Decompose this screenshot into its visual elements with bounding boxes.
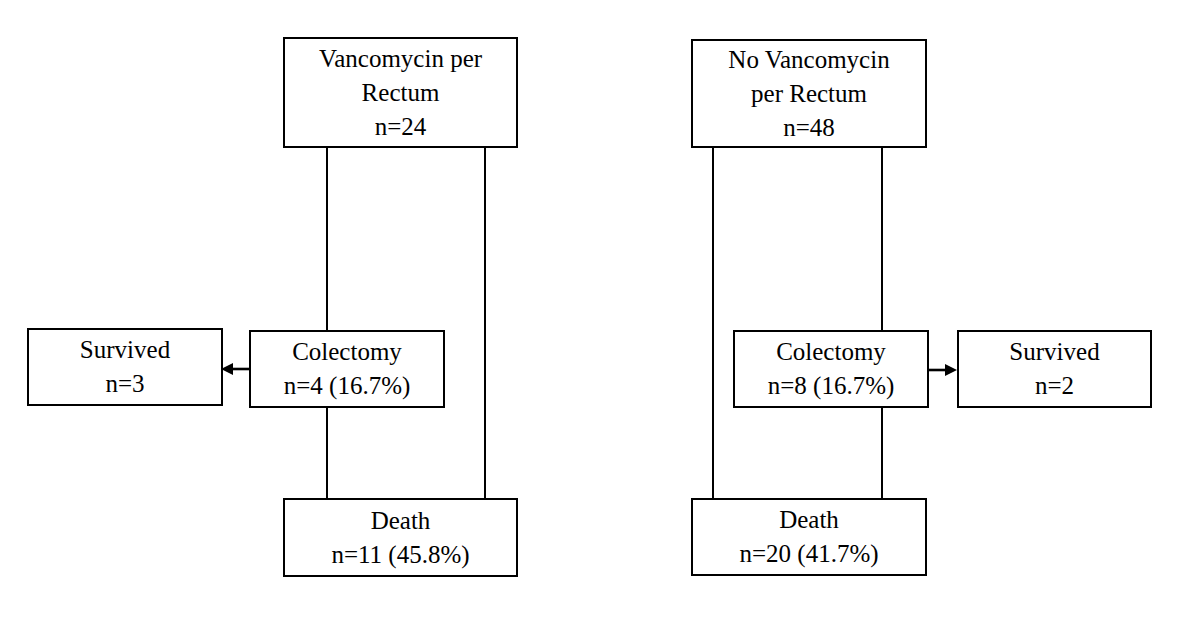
survived-right-label: Survived xyxy=(1009,335,1099,369)
survived-left-count: n=3 xyxy=(105,367,144,401)
vancomycin-group-box: Vancomycin per Rectum n=24 xyxy=(283,37,518,148)
vancomycin-group-count: n=24 xyxy=(375,110,427,144)
connector-colectomy-to-death-left xyxy=(326,408,328,498)
colectomy-box-right: Colectomy n=8 (16.7%) xyxy=(733,330,929,408)
survived-box-right: Survived n=2 xyxy=(957,330,1152,408)
survived-left-label: Survived xyxy=(80,333,170,367)
connector-colectomy-to-death-right xyxy=(881,408,883,498)
colectomy-box-left: Colectomy n=4 (16.7%) xyxy=(249,330,445,408)
colectomy-right-label: Colectomy xyxy=(776,335,886,369)
death-box-right: Death n=20 (41.7%) xyxy=(691,498,927,576)
connector-vancomycin-to-death xyxy=(484,148,486,498)
no-vancomycin-group-box: No Vancomycin per Rectum n=48 xyxy=(691,39,927,148)
vancomycin-group-label-line1: Vancomycin per xyxy=(319,42,482,76)
connector-vancomycin-to-colectomy xyxy=(326,148,328,330)
vancomycin-group-label-line2: Rectum xyxy=(362,76,440,110)
survived-right-count: n=2 xyxy=(1035,369,1074,403)
death-box-left: Death n=11 (45.8%) xyxy=(283,498,518,577)
survived-box-left: Survived n=3 xyxy=(27,328,223,406)
connector-novancomycin-to-death xyxy=(712,148,714,498)
no-vancomycin-group-label-line1: No Vancomycin xyxy=(728,43,889,77)
connector-novancomycin-to-colectomy xyxy=(881,148,883,331)
death-right-label: Death xyxy=(779,503,839,537)
no-vancomycin-group-label-line2: per Rectum xyxy=(751,77,867,111)
arrow-left-icon xyxy=(221,361,249,377)
colectomy-left-count: n=4 (16.7%) xyxy=(284,369,411,403)
arrow-right-icon xyxy=(929,362,957,378)
colectomy-left-label: Colectomy xyxy=(292,335,402,369)
flowchart-canvas: Vancomycin per Rectum n=24 Survived n=3 … xyxy=(0,0,1181,617)
death-left-count: n=11 (45.8%) xyxy=(331,538,469,572)
death-right-count: n=20 (41.7%) xyxy=(739,537,878,571)
colectomy-right-count: n=8 (16.7%) xyxy=(768,369,895,403)
death-left-label: Death xyxy=(371,504,431,538)
no-vancomycin-group-count: n=48 xyxy=(783,111,835,145)
